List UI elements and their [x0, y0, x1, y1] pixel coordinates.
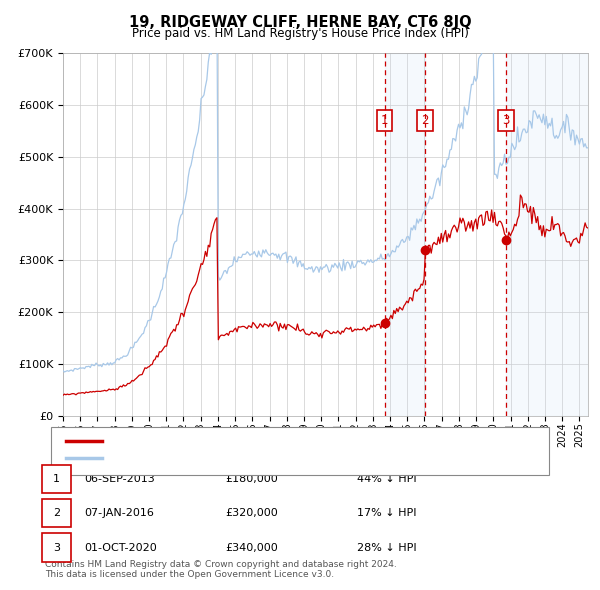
Text: 1: 1 — [381, 114, 388, 127]
Text: 44% ↓ HPI: 44% ↓ HPI — [357, 474, 416, 484]
Text: 17% ↓ HPI: 17% ↓ HPI — [357, 509, 416, 518]
Text: 3: 3 — [53, 543, 60, 552]
Bar — [506, 53, 588, 416]
Text: 07-JAN-2016: 07-JAN-2016 — [84, 509, 154, 518]
Text: 2: 2 — [421, 114, 428, 127]
Text: 2: 2 — [53, 509, 60, 518]
Text: 28% ↓ HPI: 28% ↓ HPI — [357, 543, 416, 552]
Text: £340,000: £340,000 — [225, 543, 278, 552]
Text: HPI: Average price, detached house, Canterbury: HPI: Average price, detached house, Cant… — [108, 454, 360, 463]
Text: 19, RIDGEWAY CLIFF, HERNE BAY, CT6 8JQ (detached house): 19, RIDGEWAY CLIFF, HERNE BAY, CT6 8JQ (… — [108, 436, 422, 445]
Text: Price paid vs. HM Land Registry's House Price Index (HPI): Price paid vs. HM Land Registry's House … — [131, 27, 469, 40]
Text: 19, RIDGEWAY CLIFF, HERNE BAY, CT6 8JQ: 19, RIDGEWAY CLIFF, HERNE BAY, CT6 8JQ — [128, 15, 472, 30]
Text: £320,000: £320,000 — [225, 509, 278, 518]
Text: £180,000: £180,000 — [225, 474, 278, 484]
Text: 06-SEP-2013: 06-SEP-2013 — [84, 474, 155, 484]
Bar — [385, 53, 425, 416]
Text: 3: 3 — [503, 114, 510, 127]
Text: 01-OCT-2020: 01-OCT-2020 — [84, 543, 157, 552]
Text: 1: 1 — [53, 474, 60, 484]
Text: Contains HM Land Registry data © Crown copyright and database right 2024.
This d: Contains HM Land Registry data © Crown c… — [45, 560, 397, 579]
